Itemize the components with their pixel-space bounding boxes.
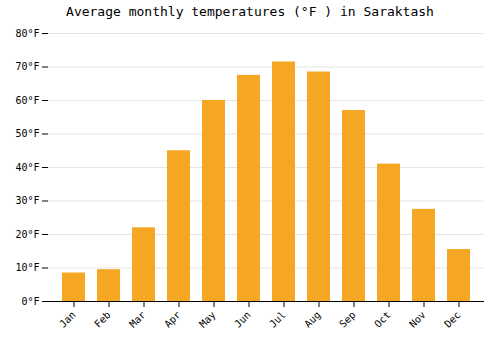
svg-text:Nov: Nov <box>407 309 428 330</box>
svg-text:Dec: Dec <box>442 309 463 330</box>
svg-text:20°F: 20°F <box>15 229 39 240</box>
svg-text:50°F: 50°F <box>15 128 39 139</box>
svg-text:Aug: Aug <box>302 309 323 330</box>
svg-text:70°F: 70°F <box>15 61 39 72</box>
svg-text:May: May <box>197 309 218 330</box>
svg-text:Sep: Sep <box>337 309 358 330</box>
svg-text:80°F: 80°F <box>15 28 39 39</box>
svg-text:Jul: Jul <box>267 309 288 330</box>
svg-text:30°F: 30°F <box>15 195 39 206</box>
svg-text:10°F: 10°F <box>15 262 39 273</box>
svg-text:Mar: Mar <box>127 309 148 330</box>
svg-text:Apr: Apr <box>162 309 183 330</box>
svg-text:0°F: 0°F <box>21 296 39 307</box>
svg-text:Feb: Feb <box>92 309 113 330</box>
svg-text:60°F: 60°F <box>15 95 39 106</box>
svg-text:Oct: Oct <box>372 309 393 330</box>
svg-text:Jan: Jan <box>57 309 78 330</box>
svg-text:40°F: 40°F <box>15 162 39 173</box>
svg-text:Jun: Jun <box>232 309 253 330</box>
html-text:Average monthly temperatures (: Average monthly temperatures (°F ) in Sa… <box>66 4 434 19</box>
